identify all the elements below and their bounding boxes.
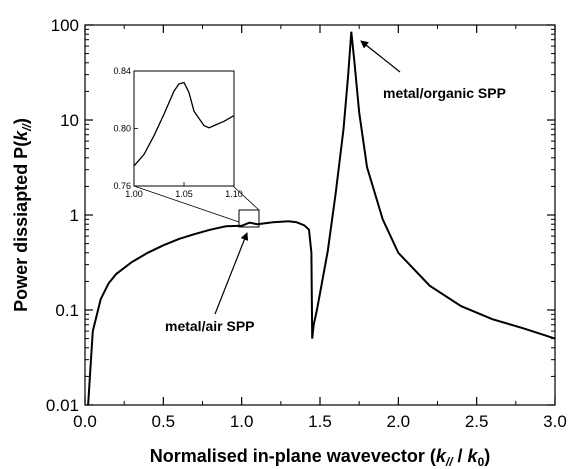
y-tick-labels: 0.01 0.1 1 10 100 [46, 16, 79, 415]
y-tick-label: 10 [60, 111, 79, 130]
x-tick-label: 1.0 [230, 412, 254, 431]
x-axis-title: Normalised in-plane wavevector (k// / k0… [150, 446, 491, 469]
x-tick-label: 1.5 [308, 412, 332, 431]
inset-x-tick-label: 1.05 [175, 189, 193, 199]
inset-y-tick-label: 0.76 [113, 181, 131, 191]
inset-x-tick-label: 1.10 [225, 189, 243, 199]
x-tick-label: 0.5 [152, 412, 176, 431]
y-tick-label: 100 [51, 16, 79, 35]
zoom-connector-left [133, 185, 240, 223]
annotation-metal-air-spp: metal/air SPP [165, 318, 255, 334]
y-tick-label: 1 [70, 206, 79, 225]
inset-series-line [133, 81, 235, 167]
y-tick-label: 0.01 [46, 396, 79, 415]
inset-axis-ticks [133, 70, 235, 187]
x-tick-label: 2.5 [465, 412, 489, 431]
inset-y-tick-label: 0.84 [113, 66, 131, 76]
x-tick-label: 2.0 [387, 412, 411, 431]
zoom-region-box [238, 209, 260, 228]
arrow-metal-air [214, 232, 249, 315]
y-tick-label: 0.1 [55, 301, 79, 320]
inset-x-tick-label: 1.00 [125, 189, 143, 199]
inset-frame [133, 70, 235, 187]
main-axis-ticks [84, 24, 556, 406]
x-tick-labels: 0.0 0.5 1.0 1.5 2.0 2.5 3.0 [73, 412, 567, 431]
y-axis-title: Power dissiapted P(k//) [11, 118, 34, 312]
x-tick-label: 0.0 [73, 412, 97, 431]
inset-y-tick-label: 0.80 [113, 124, 131, 134]
arrow-metal-organic [360, 40, 401, 73]
inset-tick-labels: 1.00 1.05 1.10 0.76 0.80 0.84 [113, 66, 242, 199]
annotation-metal-organic-spp: metal/organic SPP [383, 85, 506, 101]
zoom-connector-right [232, 185, 260, 211]
power-dissipated-series-line [87, 31, 556, 406]
x-tick-label: 3.0 [543, 412, 567, 431]
